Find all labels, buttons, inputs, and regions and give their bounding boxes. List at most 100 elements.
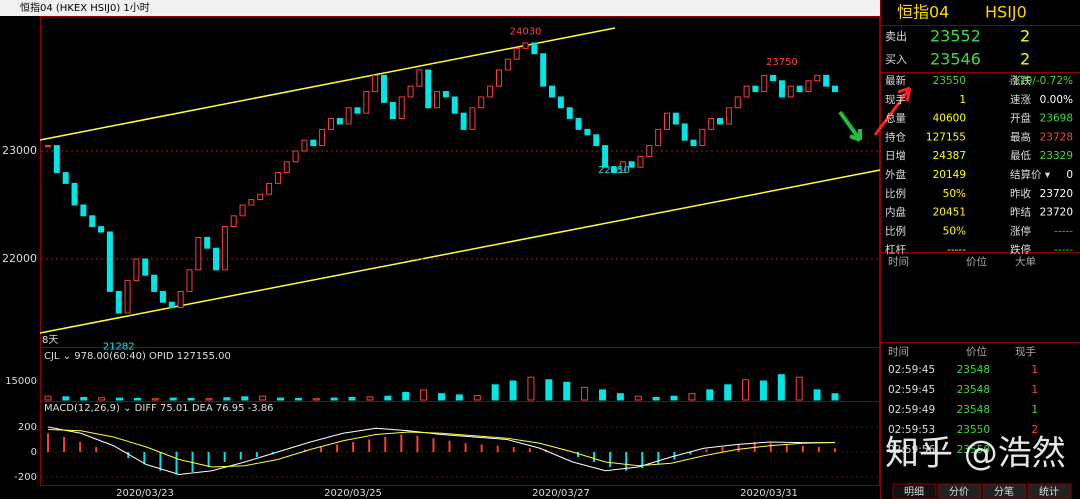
candle [274, 172, 281, 184]
candle [699, 128, 706, 147]
stat-label: 日增 [885, 149, 906, 162]
stat-label: 比例 [885, 224, 906, 237]
stat-value: 23550 [933, 75, 966, 87]
volume-bar [133, 397, 141, 401]
tab-label[interactable]: 分价 [949, 486, 969, 498]
red-arrow [873, 86, 912, 136]
candle [195, 236, 202, 271]
candle [239, 204, 246, 217]
volume-bar [98, 397, 106, 401]
volume-bar [563, 381, 571, 401]
volume-bar [402, 391, 410, 401]
macd-dea-line [47, 429, 836, 468]
candle [628, 161, 635, 168]
candle [98, 226, 105, 233]
candle [62, 172, 69, 184]
tab-label[interactable]: 统计 [1039, 485, 1059, 498]
volume-bar [259, 395, 267, 401]
candle [610, 166, 617, 174]
price-annotation: 22750 [598, 165, 630, 176]
candle [619, 161, 626, 174]
volume-bar [241, 396, 249, 401]
trade-cell: 2 [1031, 424, 1038, 436]
tab[interactable] [982, 483, 1027, 499]
price: 23552 [930, 27, 981, 46]
stat-label: 总量 [885, 112, 906, 125]
volume-bar [187, 397, 195, 401]
stat-value: ----- [947, 244, 966, 256]
candle [345, 107, 352, 125]
candle [646, 145, 653, 157]
stat-value: 20451 [933, 207, 966, 219]
column-header: 价位 [966, 345, 987, 358]
candle [805, 80, 812, 93]
price: 23546 [930, 50, 981, 69]
trade-cell: 1 [1031, 404, 1038, 416]
column-header: 现手 [1015, 345, 1036, 358]
tab-label[interactable]: 明细 [904, 485, 924, 498]
macd-diff-line [47, 426, 835, 476]
stat-value: ----- [1054, 244, 1073, 256]
trade-cell: 02:59:49 [888, 404, 935, 416]
trade-cell: 23550 [957, 424, 990, 436]
volume-bar [724, 384, 732, 401]
tab-label[interactable]: 分笔 [994, 485, 1014, 498]
candle [663, 112, 670, 130]
candle [124, 280, 131, 314]
candle [221, 226, 228, 271]
candle [752, 85, 759, 93]
stat-label: 涨跌 [1010, 74, 1032, 87]
tab[interactable] [937, 483, 982, 499]
stat-value: 127155 [926, 131, 966, 143]
y-tick-label: -200 [14, 472, 37, 483]
y-tick-label: 22000 [2, 252, 37, 265]
candle [416, 69, 423, 87]
volume-bar [348, 396, 356, 401]
volume-bar [813, 389, 821, 401]
volume-bar [151, 398, 159, 401]
candle [708, 118, 715, 130]
candle [584, 128, 591, 136]
candle [213, 247, 220, 271]
candle [672, 112, 679, 125]
label: 买入 [885, 53, 907, 66]
volume-bar [777, 374, 785, 401]
trade-cell: 23548 [957, 364, 990, 376]
candle [133, 258, 140, 282]
volume-bar [831, 393, 839, 401]
trade-cell: 23550 [957, 444, 990, 456]
price-annotation: 24030 [510, 27, 542, 38]
volume-bar [205, 398, 213, 401]
price-annotation: 21282 [103, 342, 135, 353]
candle [142, 258, 149, 276]
candle [257, 193, 264, 201]
candle [186, 269, 193, 292]
tab[interactable] [1027, 483, 1072, 499]
trade-cell: 02:59:56 [888, 444, 935, 456]
stat-value: 0.00% [1040, 94, 1073, 106]
volume-bar [438, 393, 445, 401]
x-tick-label: 2020/03/23 [116, 488, 174, 499]
volume-bar [294, 397, 302, 401]
stat-label: 内盘 [885, 206, 906, 219]
candle [319, 128, 326, 147]
candle [734, 96, 741, 109]
candle [151, 274, 158, 292]
volume-bar [366, 396, 374, 401]
candle [460, 112, 467, 130]
volume-bar [670, 395, 678, 401]
x-tick-label: 2020/03/27 [532, 488, 590, 499]
trade-cell: 1 [1031, 364, 1038, 376]
volume-bar [509, 380, 517, 401]
tab[interactable] [892, 483, 937, 499]
volume-bar [527, 376, 535, 401]
stat-label: 昨结 [1010, 206, 1031, 219]
candle [381, 74, 388, 103]
volume-bar [491, 384, 499, 401]
stat-value: 40600 [933, 113, 966, 125]
volume-bar [277, 397, 285, 401]
stat-label: 现手 [885, 93, 906, 106]
